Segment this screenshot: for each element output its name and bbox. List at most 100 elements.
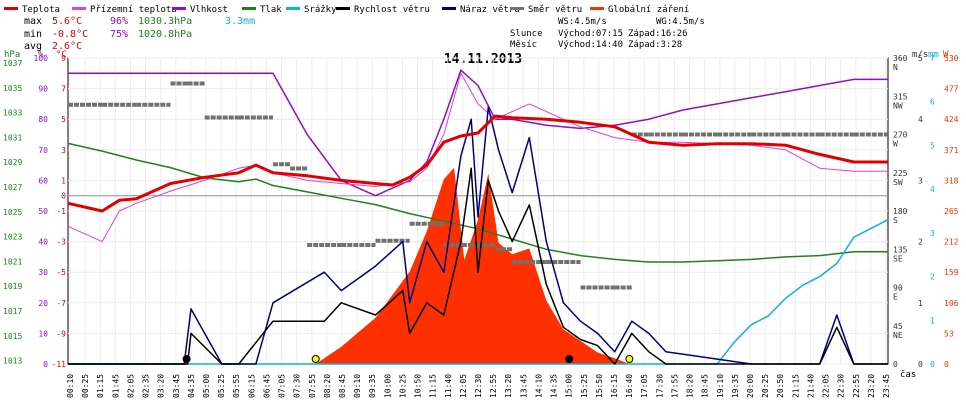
x-tick-label: 09:35: [368, 374, 377, 398]
x-tick-label: 13:20: [504, 374, 513, 398]
x-tick-label: 17:30: [655, 374, 664, 398]
info-wg: WG:4.5m/s: [656, 17, 705, 27]
pct-tick: 70: [38, 146, 48, 155]
hpa-tick: 1015: [3, 332, 22, 341]
x-tick-label: 15:25: [580, 374, 589, 398]
wm2-tick: 371: [944, 146, 959, 155]
degc-unit: °C: [56, 50, 67, 60]
sun-moon-marker: [625, 355, 634, 363]
degc-tick: -11: [52, 360, 67, 369]
series-temperature: [67, 114, 888, 213]
x-tick-label: 10:00: [383, 374, 392, 398]
x-tick-label: 23:20: [867, 374, 876, 398]
stat-max-press: 1030.3hPa: [138, 16, 192, 27]
hpa-tick: 1031: [3, 133, 22, 142]
stat-min-press: 1020.8hPa: [138, 29, 192, 40]
stat-min-hum: 75%: [110, 29, 128, 40]
axes: 00:10 00:25 01:15 01:45 02:05 02:35 03:20 03:45…: [3, 50, 959, 398]
hpa-tick: 1035: [3, 84, 22, 93]
x-tick-label: 08:45: [338, 374, 347, 398]
degc-tick: -5: [56, 268, 66, 277]
x-tick-label: 07:30: [293, 374, 302, 398]
hpa-tick: 1019: [3, 282, 22, 291]
hpa-tick: 1025: [3, 208, 22, 217]
x-tick-label: 09:10: [353, 374, 362, 398]
wm2-tick: 318: [944, 176, 959, 185]
stat-max-rain: 3.3mm: [225, 16, 255, 27]
legend-swatch: [72, 7, 86, 10]
series-humidity: [68, 69, 888, 197]
stat-max-temp: 5.6°C: [52, 16, 82, 27]
legend: Teplota Přízemní teplota Vlhkost Tlak Srážky…: [4, 5, 689, 15]
legend-label: Teplota: [22, 5, 60, 15]
pct-tick: 10: [38, 329, 48, 338]
ms-tick: 4: [918, 115, 923, 124]
x-tick-label: 12:30: [474, 374, 483, 398]
degc-zero-tick: 0: [61, 192, 66, 201]
ms-unit: m/s: [912, 50, 928, 60]
x-tick-label: 05:00: [202, 374, 211, 398]
dir-tick: 180: [893, 207, 908, 216]
x-tick-label: 02:35: [142, 374, 151, 398]
info-sun-set: Západ:16:26: [628, 29, 688, 39]
hpa-tick: 1027: [3, 183, 22, 192]
dir-tick: 360: [893, 54, 908, 63]
series-wind-gust: [68, 106, 888, 365]
dir-label: N: [893, 63, 898, 72]
x-tick-label: 20:25: [761, 374, 770, 398]
mm-tick: 5: [930, 141, 935, 150]
x-tick-label: 14:10: [534, 374, 543, 398]
x-tick-label: 22:05: [822, 374, 831, 398]
legend-label: Srážky: [304, 5, 337, 15]
stat-min-label: min: [24, 29, 42, 40]
x-tick-label: 02:05: [126, 374, 135, 398]
legend-swatch: [172, 7, 186, 10]
wm2-tick: 212: [944, 238, 959, 247]
hpa-tick: 1033: [3, 109, 22, 118]
mm-tick: 1: [930, 316, 935, 325]
ms-tick: 2: [918, 238, 923, 247]
pct-tick: 20: [38, 299, 48, 308]
x-tick-label: 16:15: [610, 374, 619, 398]
x-tick-label: 11:15: [429, 374, 438, 398]
hpa-tick: 1017: [3, 307, 22, 316]
wm2-tick: 159: [944, 268, 959, 277]
wm2-tick: 424: [944, 115, 959, 124]
legend-label: Směr větru: [528, 5, 582, 15]
info-ws: WS:4.5m/s: [558, 17, 607, 27]
degc-tick: -9: [56, 329, 66, 338]
hpa-tick: 1023: [3, 233, 22, 242]
x-tick-label: 14:35: [550, 374, 559, 398]
dir-label: SE: [893, 254, 903, 263]
legend-swatch: [286, 7, 300, 10]
x-tick-label: 17:55: [670, 374, 679, 398]
degc-tick: 1: [61, 176, 66, 185]
x-tick-label: 22:55: [852, 374, 861, 398]
x-tick-label: 11:40: [444, 374, 453, 398]
x-tick-label: 08:20: [323, 374, 332, 398]
x-tick-label: 00:25: [81, 374, 90, 398]
mm-tick: 7: [930, 54, 935, 63]
stat-min-temp: -0.8°C: [52, 29, 88, 40]
degc-tick: -7: [56, 299, 66, 308]
legend-label: Globální záření: [608, 5, 689, 15]
x-tick-label: 03:45: [172, 374, 181, 398]
legend-swatch: [242, 7, 256, 10]
x-tick-label: 18:20: [686, 374, 695, 398]
x-tick-label: 20:50: [776, 374, 785, 398]
degc-tick: -3: [56, 238, 66, 247]
hpa-tick: 1013: [3, 357, 22, 366]
dir-tick: 135: [893, 245, 908, 254]
dir-tick: 0: [893, 360, 898, 369]
legend-swatch: [442, 7, 456, 10]
degc-tick: 9: [61, 54, 66, 63]
x-tick-label: 10:25: [398, 374, 407, 398]
x-tick-label: 22:30: [837, 374, 846, 398]
sun-moon-marker: [311, 355, 320, 363]
x-tick-label: 15:00: [565, 374, 574, 398]
dir-tick: 225: [893, 169, 908, 178]
wm2-tick: 0: [944, 360, 949, 369]
legend-swatch: [510, 7, 524, 10]
x-tick-label: 10:50: [414, 374, 423, 398]
